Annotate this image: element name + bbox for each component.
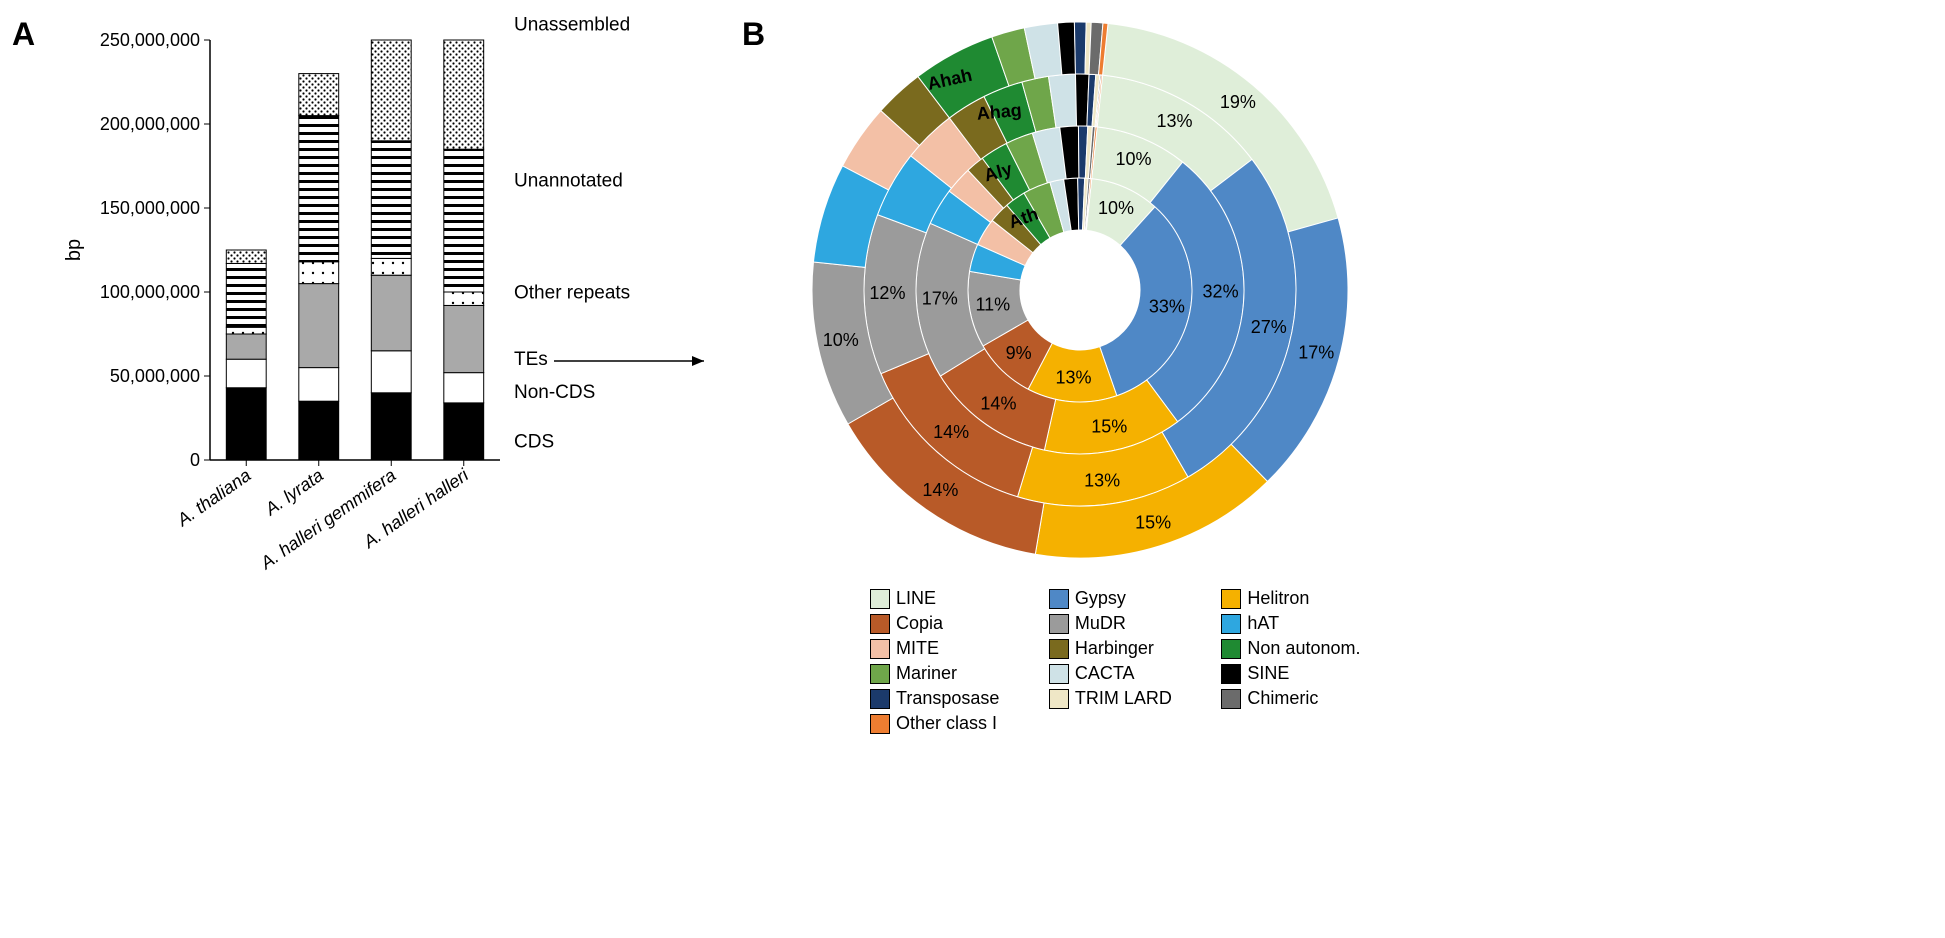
legend-item: TRIM LARD xyxy=(1049,688,1182,709)
legend-item: LINE xyxy=(870,588,1009,609)
legend-swatch xyxy=(1221,689,1241,709)
panel-b: B 10%10%13%19%33%32%27%17%13%15%13%15%9%… xyxy=(750,20,1370,734)
legend-label: MuDR xyxy=(1075,613,1126,634)
bar-segment xyxy=(226,250,266,263)
y-tick-label: 200,000,000 xyxy=(100,114,200,134)
bar-segment xyxy=(444,40,484,149)
legend-swatch xyxy=(1049,639,1069,659)
bar-segment xyxy=(444,305,484,372)
bar-segment xyxy=(444,373,484,403)
legend-swatch xyxy=(1049,664,1069,684)
bar-segment xyxy=(444,403,484,460)
legend-item: Non autonom. xyxy=(1221,638,1370,659)
legend-label: SINE xyxy=(1247,663,1289,684)
bar-segment xyxy=(299,401,339,460)
legend-item: Helitron xyxy=(1221,588,1370,609)
legend-item: Other class I xyxy=(870,713,1009,734)
legend-item: hAT xyxy=(1221,613,1370,634)
legend-label: Mariner xyxy=(896,663,957,684)
bar-segment xyxy=(371,393,411,460)
legend-swatch xyxy=(1049,614,1069,634)
legend-label: Chimeric xyxy=(1247,688,1318,709)
bar-segment xyxy=(299,284,339,368)
panel-a: A 050,000,000100,000,000150,000,000200,0… xyxy=(20,20,710,660)
stack-label: Unassembled xyxy=(514,15,630,36)
bar-segment xyxy=(371,258,411,275)
legend-label: Transposase xyxy=(896,688,999,709)
stack-label: Non-CDS xyxy=(514,382,595,403)
legend-label: MITE xyxy=(896,638,939,659)
legend-label: Harbinger xyxy=(1075,638,1154,659)
figure: A 050,000,000100,000,000150,000,000200,0… xyxy=(20,20,1925,734)
legend-item: Chimeric xyxy=(1221,688,1370,709)
legend-label: Helitron xyxy=(1247,588,1309,609)
stack-label: Other repeats xyxy=(514,283,630,304)
legend-item: Mariner xyxy=(870,663,1009,684)
legend-item: Transposase xyxy=(870,688,1009,709)
bar-segment xyxy=(444,149,484,292)
y-tick-label: 250,000,000 xyxy=(100,30,200,50)
y-tick-label: 100,000,000 xyxy=(100,282,200,302)
legend: LINE Gypsy Helitron Copia MuDR hAT MITE Harbing… xyxy=(870,588,1370,734)
bar-segment xyxy=(444,292,484,305)
legend-item: CACTA xyxy=(1049,663,1182,684)
bar-segment xyxy=(299,74,339,116)
bar-segment xyxy=(226,263,266,327)
legend-swatch xyxy=(870,639,890,659)
legend-label: TRIM LARD xyxy=(1075,688,1172,709)
bar-segment xyxy=(371,141,411,259)
legend-label: Other class I xyxy=(896,713,997,734)
y-axis-title: bp xyxy=(63,239,85,261)
sunburst-segment xyxy=(1074,22,1086,74)
legend-label: Copia xyxy=(896,613,943,634)
legend-label: Gypsy xyxy=(1075,588,1126,609)
legend-item: Gypsy xyxy=(1049,588,1182,609)
legend-label: hAT xyxy=(1247,613,1279,634)
y-tick-label: 0 xyxy=(190,450,200,470)
legend-swatch xyxy=(870,664,890,684)
legend-swatch xyxy=(870,689,890,709)
bar-segment xyxy=(299,262,339,284)
legend-label: Non autonom. xyxy=(1247,638,1360,659)
bar-segment xyxy=(299,368,339,402)
legend-item: MuDR xyxy=(1049,613,1182,634)
bar-segment xyxy=(226,388,266,460)
legend-item: Copia xyxy=(870,613,1009,634)
bar-chart: 0 50,000,000 100,000,000 150,000,000 200,000… xyxy=(50,20,710,660)
legend-swatch xyxy=(1221,589,1241,609)
sunburst-chart: 10%10%13%19%33%32%27%17%13%15%13%15%9%14… xyxy=(750,20,1370,580)
arrow-icon xyxy=(692,356,704,366)
bar-segment xyxy=(371,351,411,393)
legend-label: CACTA xyxy=(1075,663,1135,684)
legend-swatch xyxy=(1049,689,1069,709)
legend-swatch xyxy=(1221,664,1241,684)
stack-label: Unannotated xyxy=(514,171,623,192)
panel-a-label: A xyxy=(12,16,35,53)
legend-swatch xyxy=(1221,639,1241,659)
stack-label: CDS xyxy=(514,431,554,452)
x-tick-label: A. halleri gemmifera xyxy=(256,465,399,574)
bar-segment xyxy=(226,359,266,388)
legend-item: SINE xyxy=(1221,663,1370,684)
y-tick-label: 50,000,000 xyxy=(110,366,200,386)
x-tick-label: A. lyrata xyxy=(261,465,327,520)
legend-swatch xyxy=(870,589,890,609)
x-tick-label: A. thaliana xyxy=(173,465,255,531)
legend-swatch xyxy=(1221,614,1241,634)
legend-item: MITE xyxy=(870,638,1009,659)
legend-swatch xyxy=(870,614,890,634)
bar-segment xyxy=(226,334,266,359)
stack-label: TEs xyxy=(514,349,548,370)
bar-segment xyxy=(226,327,266,334)
legend-item: Harbinger xyxy=(1049,638,1182,659)
bar-segment xyxy=(371,275,411,351)
y-tick-label: 150,000,000 xyxy=(100,198,200,218)
legend-swatch xyxy=(1049,589,1069,609)
legend-label: LINE xyxy=(896,588,936,609)
bar-segment xyxy=(371,40,411,141)
legend-swatch xyxy=(870,714,890,734)
bar-segment xyxy=(299,116,339,262)
